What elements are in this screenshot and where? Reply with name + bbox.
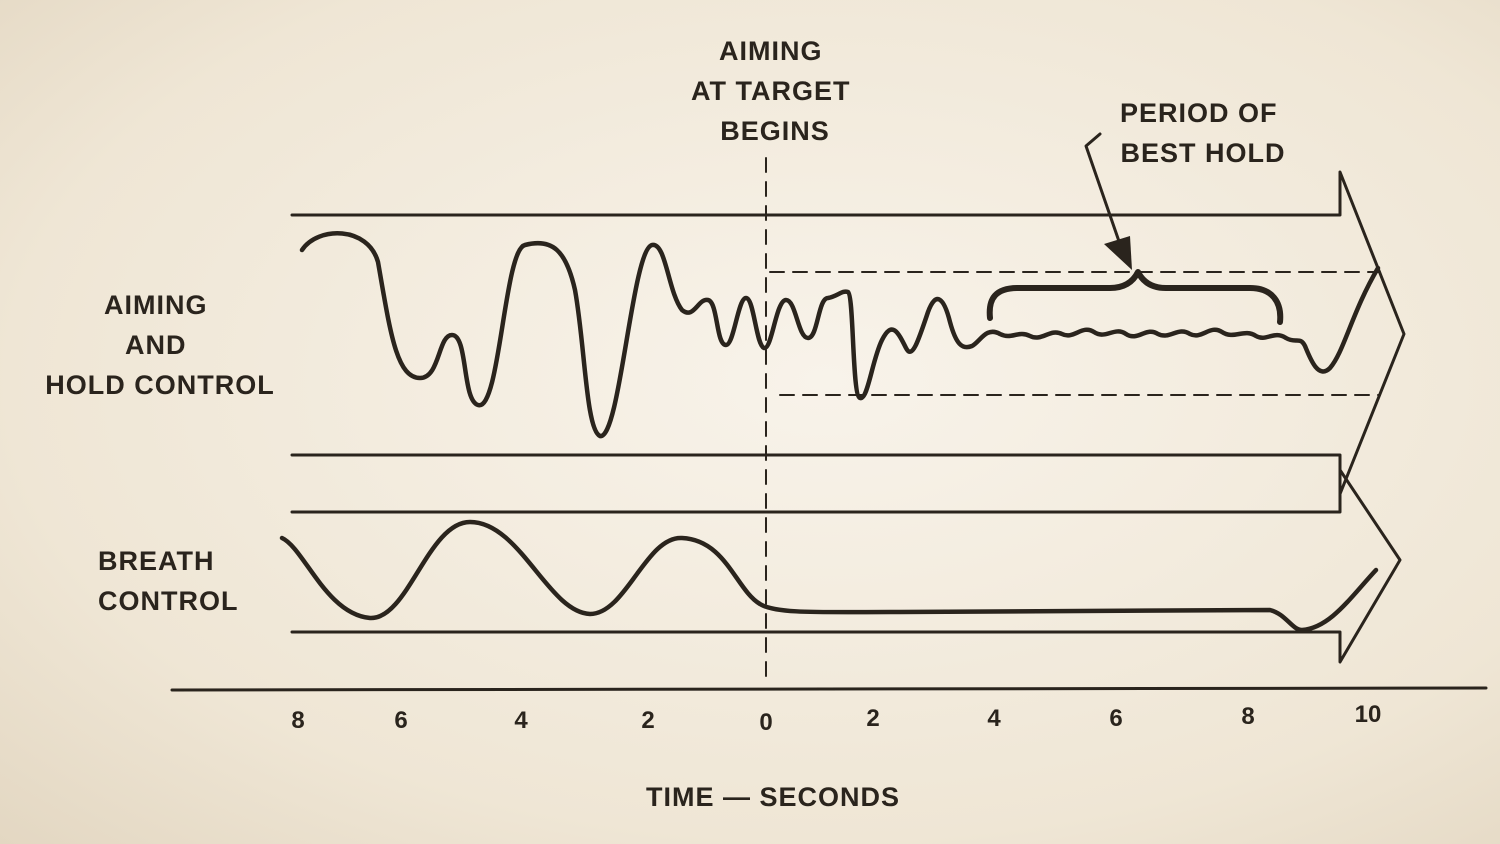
time-axis-line	[170, 686, 1488, 692]
aiming-band-arrow	[290, 170, 1406, 496]
time-tick-label: 2	[641, 707, 654, 734]
time-tick-label: 8	[291, 707, 304, 734]
breath-control-label: BREATH CONTROL	[98, 546, 238, 616]
breath-band-arrow	[290, 468, 1402, 664]
aiming-hold-label: AIMING AND HOLD CONTROL	[45, 290, 274, 400]
time-axis-ticks: 8 6 4 2 0 2 4 6 8 10	[291, 701, 1381, 736]
time-tick-label: 6	[1109, 705, 1122, 732]
time-tick-label: 0	[759, 709, 772, 736]
time-tick-label: 8	[1241, 703, 1254, 730]
best-hold-label: PERIOD OF BEST HOLD	[1120, 98, 1286, 168]
aiming-begins-label: AIMING AT TARGET BEGINS	[691, 36, 859, 146]
time-tick-label: 4	[987, 705, 1001, 732]
best-hold-brace	[986, 269, 1284, 325]
best-hold-pointer-arrow	[1084, 132, 1132, 270]
time-tick-label: 6	[394, 707, 407, 734]
time-tick-label: 10	[1355, 701, 1382, 728]
time-tick-label: 2	[866, 705, 879, 732]
x-axis-title: TIME — SECONDS	[646, 782, 900, 812]
breath-trace	[279, 519, 1379, 633]
aiming-hold-trace	[299, 231, 1381, 439]
time-tick-label: 4	[514, 707, 528, 734]
